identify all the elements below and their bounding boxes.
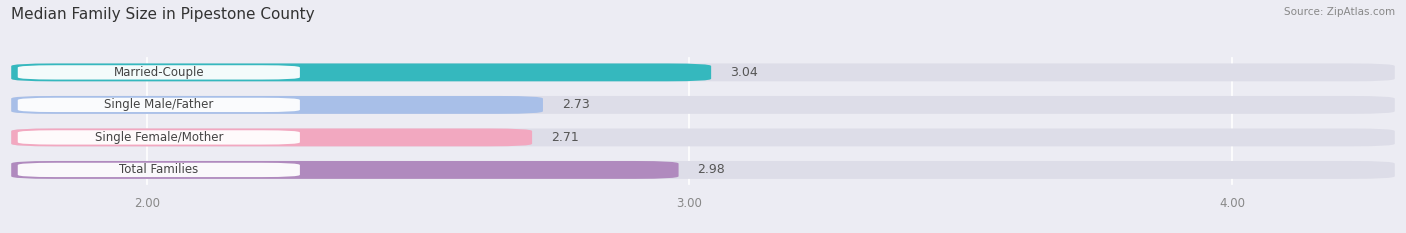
Text: Median Family Size in Pipestone County: Median Family Size in Pipestone County [11,7,315,22]
FancyBboxPatch shape [11,128,531,146]
FancyBboxPatch shape [11,63,711,81]
Text: 2.73: 2.73 [562,98,589,111]
FancyBboxPatch shape [18,163,299,177]
Text: Single Male/Father: Single Male/Father [104,98,214,111]
FancyBboxPatch shape [11,128,1395,146]
Text: Source: ZipAtlas.com: Source: ZipAtlas.com [1284,7,1395,17]
Text: Married-Couple: Married-Couple [114,66,204,79]
FancyBboxPatch shape [11,161,679,179]
Text: Single Female/Mother: Single Female/Mother [94,131,224,144]
Text: 2.71: 2.71 [551,131,579,144]
Text: 3.04: 3.04 [730,66,758,79]
Text: Total Families: Total Families [120,163,198,176]
FancyBboxPatch shape [18,98,299,112]
Text: 2.98: 2.98 [697,163,725,176]
FancyBboxPatch shape [11,96,543,114]
FancyBboxPatch shape [18,65,299,79]
FancyBboxPatch shape [11,161,1395,179]
FancyBboxPatch shape [11,63,1395,81]
FancyBboxPatch shape [18,130,299,144]
FancyBboxPatch shape [11,96,1395,114]
